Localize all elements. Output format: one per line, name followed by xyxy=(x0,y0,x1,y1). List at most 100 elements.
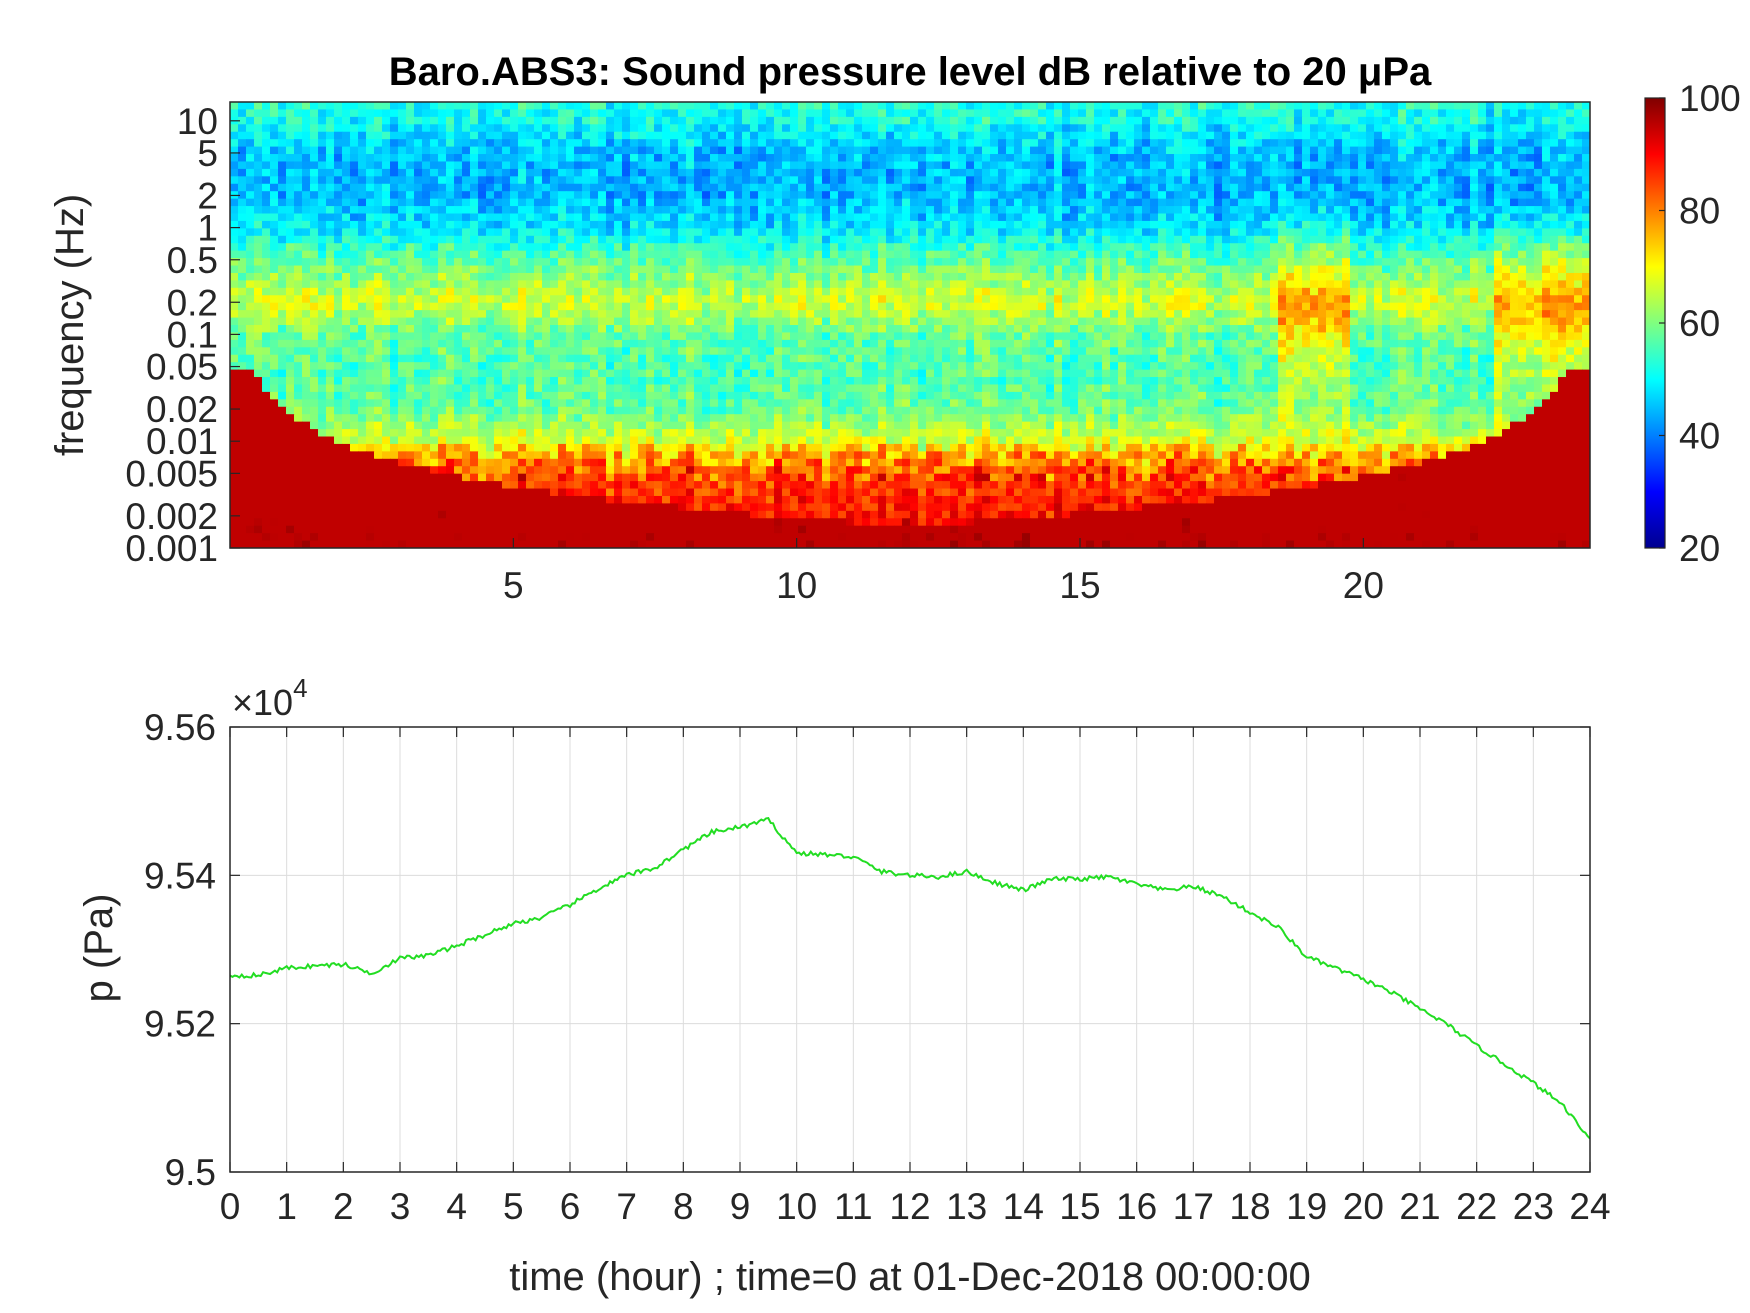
spectrogram-cell xyxy=(750,161,759,170)
spectrogram-cell xyxy=(590,109,599,118)
spectrogram-cell xyxy=(262,302,271,311)
spectrogram-cell xyxy=(886,287,895,296)
spectrogram-cell xyxy=(654,250,663,259)
spectrogram-cell xyxy=(390,295,399,304)
spectrogram-cell xyxy=(1262,272,1271,281)
spectrogram-cell xyxy=(542,109,551,118)
spectrogram-cell xyxy=(310,154,319,163)
spectrogram-cell xyxy=(798,213,807,222)
spectrogram-cell xyxy=(1118,102,1127,111)
spectrogram-cell xyxy=(1350,250,1359,259)
spectrogram-cell xyxy=(718,287,727,296)
spectrogram-cell xyxy=(1398,258,1407,267)
spectrogram-cell xyxy=(822,168,831,177)
spectrogram-cell xyxy=(1462,265,1471,274)
spectrogram-cell xyxy=(1342,109,1351,118)
spectrogram-cell xyxy=(702,250,711,259)
spectrogram-cell xyxy=(270,124,279,133)
spectrogram-cell xyxy=(462,198,471,207)
spectrogram-cell xyxy=(294,176,303,185)
spectrogram-cell xyxy=(494,235,503,244)
spectrogram-cell xyxy=(1006,220,1015,229)
spectrogram-cell xyxy=(1254,154,1263,163)
spectrogram-cell xyxy=(1398,302,1407,311)
spectrogram-cell xyxy=(622,287,631,296)
spectrogram-cell xyxy=(1118,124,1127,133)
spectrogram-cell xyxy=(886,176,895,185)
spectrogram-cell xyxy=(1022,220,1031,229)
spectrogram-cell xyxy=(998,272,1007,281)
spectrogram-cell xyxy=(926,146,935,155)
spectrogram-cell xyxy=(582,213,591,222)
spectrogram-cell xyxy=(1558,176,1567,185)
spectrogram-cell xyxy=(758,287,767,296)
spectrogram-cell xyxy=(1134,206,1143,215)
spectrogram-cell xyxy=(1502,250,1511,259)
spectrogram-cell xyxy=(838,161,847,170)
spectrogram-cell xyxy=(334,272,343,281)
spectrogram-cell xyxy=(926,280,935,289)
spectrogram-cell xyxy=(942,243,951,252)
spectrogram-cell xyxy=(726,228,735,237)
spectrogram-cell xyxy=(1246,146,1255,155)
spectrogram-cell xyxy=(1126,220,1135,229)
spectrogram-cell xyxy=(1118,206,1127,215)
spectrogram-cell xyxy=(614,183,623,192)
spectrogram-cell xyxy=(1342,206,1351,215)
spectrogram-cell xyxy=(430,168,439,177)
spectrogram-cell xyxy=(1182,235,1191,244)
spectrogram-cell xyxy=(910,191,919,200)
spectrogram-cell xyxy=(1342,302,1351,311)
spectrogram-cell xyxy=(590,139,599,148)
spectrogram-cell xyxy=(438,317,447,326)
spectrogram-cell xyxy=(950,102,959,111)
spectrogram-cell xyxy=(814,258,823,267)
spectrogram-cell xyxy=(454,191,463,200)
spectrogram-cell xyxy=(1238,116,1247,125)
spectrogram-cell xyxy=(518,124,527,133)
spectrogram-cell xyxy=(1470,265,1479,274)
spectrogram-cell xyxy=(1030,161,1039,170)
spectrogram-cell xyxy=(1062,146,1071,155)
spectrogram-cell xyxy=(926,272,935,281)
spectrogram-cell xyxy=(750,102,759,111)
spectrogram-cell xyxy=(1166,258,1175,267)
spectrogram-cell xyxy=(350,109,359,118)
spectrogram-cell xyxy=(262,183,271,192)
spectrogram-cell xyxy=(1486,183,1495,192)
spectrogram-cell xyxy=(1454,139,1463,148)
spectrogram-cell xyxy=(1254,213,1263,222)
spectrogram-cell xyxy=(1238,220,1247,229)
spectrogram-cell xyxy=(494,198,503,207)
spectrogram-cell xyxy=(270,302,279,311)
spectrogram-cell xyxy=(694,146,703,155)
spectrogram-cell xyxy=(798,191,807,200)
spectrogram-cell xyxy=(718,154,727,163)
spectrogram-cell xyxy=(950,258,959,267)
spectrogram-cell xyxy=(1278,168,1287,177)
spectrogram-cell xyxy=(678,168,687,177)
spectrogram-cell xyxy=(1462,191,1471,200)
spectrogram-cell xyxy=(1022,280,1031,289)
spectrogram-cell xyxy=(646,124,655,133)
spectrogram-cell xyxy=(1486,102,1495,111)
spectrogram-cell xyxy=(1014,272,1023,281)
spectrogram-cell xyxy=(1558,124,1567,133)
spectrogram-cell xyxy=(1350,161,1359,170)
spectrogram-cell xyxy=(1022,161,1031,170)
spectrogram-cell xyxy=(1006,265,1015,274)
spectrogram-cell xyxy=(1350,258,1359,267)
spectrogram-cell xyxy=(798,310,807,319)
spectrogram-cell xyxy=(1006,109,1015,118)
spectrogram-cell xyxy=(422,109,431,118)
spectrogram-cell xyxy=(1134,228,1143,237)
spectrogram-cell xyxy=(310,161,319,170)
spectrogram-cell xyxy=(1574,131,1583,140)
spectrogram-cell xyxy=(646,116,655,125)
spectrogram-cell xyxy=(830,265,839,274)
spectrogram-cell xyxy=(1494,183,1503,192)
spectrogram-cell xyxy=(734,235,743,244)
spectrogram-cell xyxy=(894,146,903,155)
spectrogram-cell xyxy=(894,228,903,237)
spectrogram-cell xyxy=(550,243,559,252)
